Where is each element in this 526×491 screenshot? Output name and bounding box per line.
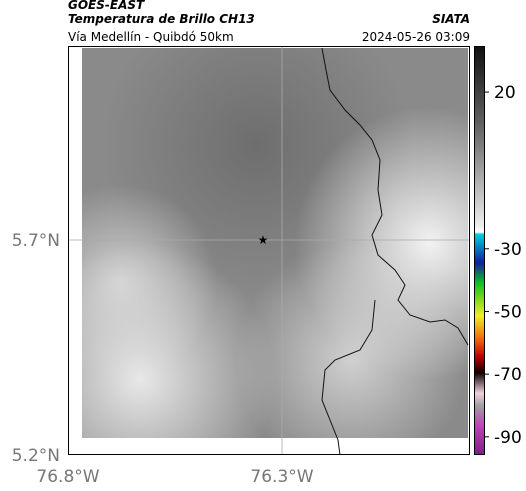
lat-label: 5.7°N: [12, 231, 60, 251]
colorbar-label: -90: [494, 428, 522, 448]
timestamp: 2024-05-26 03:09: [362, 30, 470, 44]
lat-label: 5.2°N: [12, 446, 60, 466]
lon-label: 76.3°W: [250, 467, 313, 487]
lon-label: 76.8°W: [36, 467, 99, 487]
title: GOES-EAST: [68, 0, 145, 12]
colorbar-ticks: 20 -30 -50 -70 -90: [484, 83, 522, 448]
colorbar-label: 20: [494, 83, 516, 103]
city-marker: ★: [258, 233, 269, 247]
subtitle: Temperatura de Brillo CH13: [68, 12, 255, 26]
colorbar-label: -30: [494, 240, 522, 260]
satellite-image: [82, 48, 468, 438]
border: [321, 47, 469, 456]
source: SIATA: [432, 12, 470, 26]
colorbar-label: -50: [494, 302, 522, 322]
route: Vía Medellín - Quibdó 50km: [68, 30, 234, 44]
colorbar-label: -70: [494, 365, 522, 385]
map-frame: [68, 46, 470, 455]
colorbar: [474, 46, 485, 455]
